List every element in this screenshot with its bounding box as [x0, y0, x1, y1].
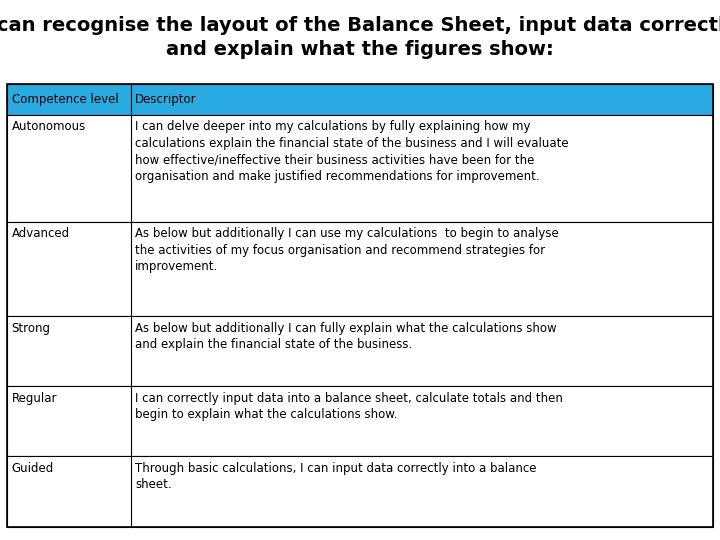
Bar — [7, 84, 713, 526]
Text: As below but additionally I can fully explain what the calculations show
and exp: As below but additionally I can fully ex… — [135, 322, 557, 351]
Bar — [7, 84, 713, 115]
Text: Guided: Guided — [12, 462, 54, 475]
Text: As below but additionally I can use my calculations  to begin to analyse
the act: As below but additionally I can use my c… — [135, 227, 559, 273]
Text: I can delve deeper into my calculations by fully explaining how my
calculations : I can delve deeper into my calculations … — [135, 120, 569, 183]
Text: Descriptor: Descriptor — [135, 93, 197, 106]
Text: Regular: Regular — [12, 392, 57, 404]
Text: I can correctly input data into a balance sheet, calculate totals and then
begin: I can correctly input data into a balanc… — [135, 392, 563, 421]
Bar — [7, 456, 713, 526]
Text: Competence level: Competence level — [12, 93, 118, 106]
Text: Advanced: Advanced — [12, 227, 70, 240]
Bar — [7, 115, 713, 222]
Text: Through basic calculations, I can input data correctly into a balance
sheet.: Through basic calculations, I can input … — [135, 462, 536, 491]
Bar — [7, 222, 713, 316]
Text: I can recognise the layout of the Balance Sheet, input data correctly
and explai: I can recognise the layout of the Balanc… — [0, 16, 720, 59]
Bar — [7, 316, 713, 386]
Text: Autonomous: Autonomous — [12, 120, 86, 133]
Bar — [7, 386, 713, 456]
Text: Strong: Strong — [12, 322, 50, 335]
